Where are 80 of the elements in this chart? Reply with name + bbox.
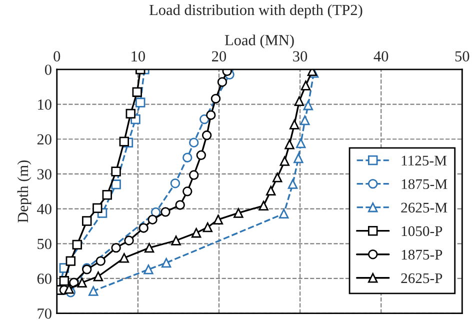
point [294,96,304,106]
point [144,264,154,274]
point [119,253,130,263]
legend-label: 2625-P [401,273,442,284]
y-tick-label: 60 [37,274,52,284]
point [119,136,130,146]
y-tick-label: 10 [38,99,52,110]
x-tick-label: 40 [374,51,388,62]
point [59,276,70,286]
point [217,77,228,87]
point [111,180,121,190]
legend-label: 2625-M [401,202,448,213]
x-tick-label: 20 [212,51,226,62]
point [136,98,146,108]
point [280,156,290,166]
point [138,223,148,233]
y-tick-label: 40 [37,204,52,214]
point [234,208,244,218]
point [148,214,158,224]
point [196,150,206,160]
point [303,100,314,110]
point [191,228,202,238]
point [77,278,87,288]
point [189,170,199,180]
point [92,203,102,213]
point [278,208,289,219]
point [300,115,310,126]
point [200,114,210,124]
point [170,178,180,188]
point [288,179,298,189]
y-tick-label: 50 [38,238,52,250]
point [160,207,170,217]
chart-title: Load distribution with depth (TP2) [149,4,362,18]
point [284,139,294,150]
point [272,172,282,182]
point [66,256,76,266]
point [290,120,300,130]
point [144,242,154,253]
point [132,87,142,97]
point [88,286,98,296]
point [206,110,216,120]
legend-label: 1125-M [402,156,447,166]
legend-label: 1050-P [402,226,442,236]
point [126,108,136,119]
legend-label: 1875-P [402,250,442,260]
point [294,153,304,164]
x-tick-label: 10 [132,51,145,62]
x-tick-label: 0 [54,51,60,62]
x-tick-label: 50 [455,51,470,62]
point [102,190,112,200]
point [210,94,221,104]
y-axis-title: Depth (m) [17,160,32,223]
point [175,200,185,210]
point [266,186,276,196]
y-tick-label: 0 [44,64,52,75]
point [202,222,212,232]
point [189,138,199,148]
point [93,272,104,282]
x-tick-label: 30 [293,51,308,62]
point [171,236,181,246]
x-axis-title: Load (MN) [224,34,294,48]
point [182,186,192,196]
y-tick-label: 70 [38,308,52,319]
point [258,200,268,211]
point [202,130,212,140]
point [96,256,106,266]
point [182,152,192,162]
y-tick-label: 30 [37,169,52,180]
point [213,214,224,224]
point [111,242,121,253]
y-tick-label: 20 [37,134,52,145]
point [111,166,121,176]
point [124,236,134,246]
point [82,216,92,226]
point [161,258,172,268]
legend-label: 1875-M [402,179,448,190]
point [64,284,74,294]
point [296,138,306,148]
point [300,80,311,90]
point [72,240,82,250]
